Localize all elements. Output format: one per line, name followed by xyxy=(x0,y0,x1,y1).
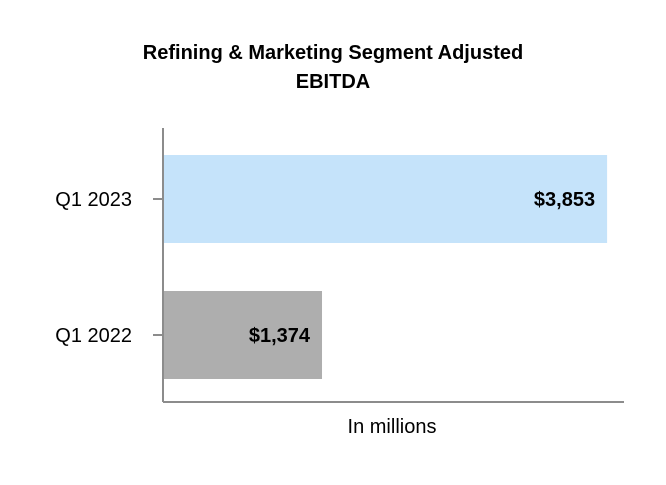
bar-q1-2022 xyxy=(164,291,323,379)
data-label: $3,853 xyxy=(534,189,595,211)
y-tick-label: Q1 2023 xyxy=(55,189,132,211)
chart-title-line-2: EBITDA xyxy=(296,71,370,93)
bar-q1-2023 xyxy=(164,155,608,243)
data-label: $1,374 xyxy=(249,325,311,347)
chart-title-line-1: Refining & Marketing Segment Adjusted xyxy=(143,42,523,64)
y-tick-label: Q1 2022 xyxy=(55,325,132,347)
x-axis-label: In millions xyxy=(348,416,437,438)
